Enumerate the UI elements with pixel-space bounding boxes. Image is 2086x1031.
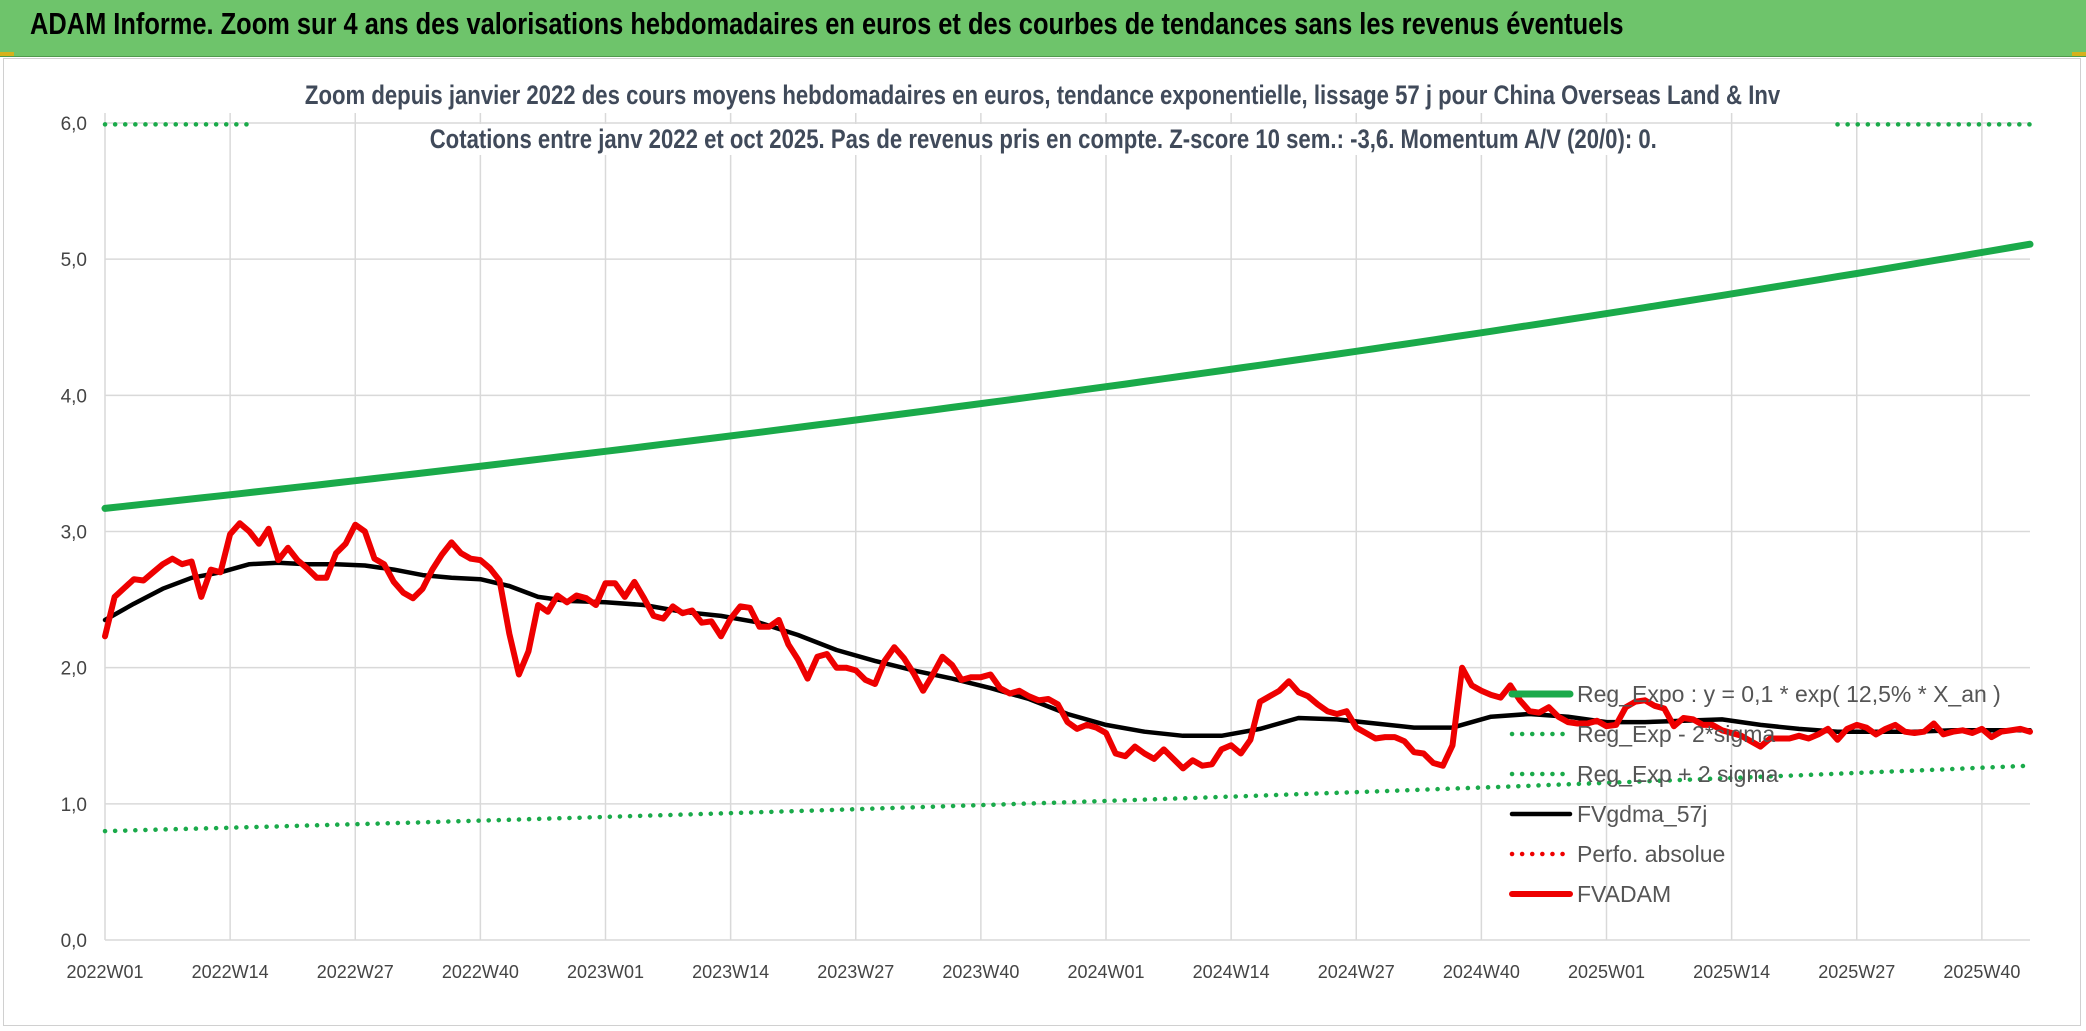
chart-subtitle-wrap: Cotations entre janv 2022 et oct 2025. P… — [0, 124, 2086, 155]
x-tick-label: 2023W14 — [692, 962, 769, 982]
x-tick-label: 2024W40 — [1443, 962, 1520, 982]
x-tick-label: 2022W27 — [317, 962, 394, 982]
series-line-fvgdma-57j — [102, 560, 2033, 739]
grid-lines — [104, 113, 2030, 941]
legend-label: FVgdma_57j — [1577, 801, 1707, 827]
legend-label: Reg_Exp + 2 sigma — [1577, 761, 1779, 787]
series-line-fvadam — [102, 520, 2033, 772]
y-tick-label: 3,0 — [61, 523, 87, 544]
y-tick-label: 6,0 — [61, 114, 87, 135]
x-tick-label: 2025W27 — [1818, 962, 1895, 982]
series-line-reg-expo-y-0-1-exp-12-5-x-an — [101, 240, 2034, 512]
report-title: ADAM Informe. Zoom sur 4 ans des valoris… — [30, 6, 1624, 41]
x-tick-label: 2025W01 — [1568, 962, 1645, 982]
x-tick-label: 2023W40 — [942, 962, 1019, 982]
legend-label: Reg_Expo : y = 0,1 * exp( 12,5% * X_an ) — [1577, 681, 2001, 707]
x-tick-label: 2024W27 — [1318, 962, 1395, 982]
y-tick-labels: 0,0 1,0 2,0 3,0 4,0 5,0 6,0 — [61, 114, 87, 952]
series-line-reg-exp-2-sigma — [102, 763, 2033, 834]
banner-accent-left — [0, 52, 14, 56]
series-lines — [101, 122, 2034, 834]
banner-accent-right — [2072, 52, 2086, 56]
legend-label: FVADAM — [1577, 881, 1671, 907]
chart-title: Zoom depuis janvier 2022 des cours moyen… — [300, 80, 1786, 111]
chart-frame — [3, 58, 2081, 1026]
y-tick-label: 5,0 — [61, 250, 87, 271]
x-tick-label: 2022W14 — [192, 962, 269, 982]
x-tick-label: 2023W27 — [817, 962, 894, 982]
x-tick-label: 2024W14 — [1193, 962, 1270, 982]
y-tick-label: 2,0 — [61, 659, 87, 680]
report-banner: ADAM Informe. Zoom sur 4 ans des valoris… — [0, 0, 2086, 57]
x-tick-label: 2023W01 — [567, 962, 644, 982]
y-tick-label: 0,0 — [61, 931, 87, 952]
chart-title-wrap: Zoom depuis janvier 2022 des cours moyen… — [0, 80, 2086, 111]
legend-label: Reg_Exp - 2*sigma — [1577, 721, 1775, 747]
x-tick-label: 2025W40 — [1943, 962, 2020, 982]
y-tick-label: 4,0 — [61, 386, 87, 407]
x-tick-label: 2025W14 — [1693, 962, 1770, 982]
chart-subtitle: Cotations entre janv 2022 et oct 2025. P… — [424, 124, 1662, 155]
x-tick-label: 2022W40 — [442, 962, 519, 982]
y-tick-label: 1,0 — [61, 795, 87, 816]
x-tick-label: 2024W01 — [1067, 962, 1144, 982]
x-tick-labels: 2022W01 2022W14 2022W27 2022W40 2023W01 2023W… — [66, 962, 2020, 982]
x-tick-label: 2022W01 — [66, 962, 143, 982]
legend-label: Perfo. absolue — [1577, 841, 1725, 867]
legend: Reg_Expo : y = 0,1 * exp( 12,5% * X_an )… — [1508, 681, 2001, 907]
